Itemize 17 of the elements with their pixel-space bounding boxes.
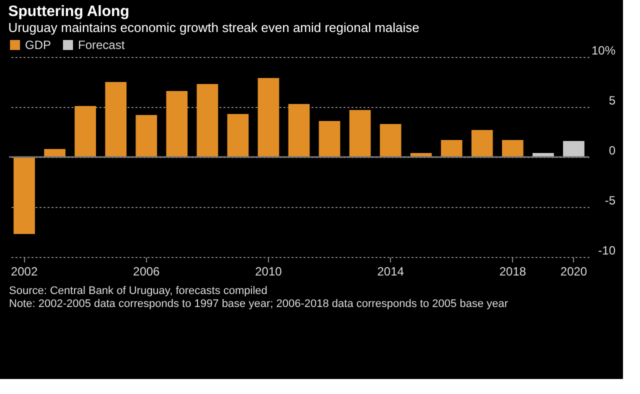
y-tick-label: 0 — [608, 144, 616, 158]
text: Note: 2002-2005 data corresponds to 1997 base year; 2006-2018 data corresponds to 2005 base year — [9, 298, 508, 310]
legend-label: GDP — [25, 38, 52, 52]
x-tick-label: 2018 — [499, 264, 526, 278]
y-tick-label: -10 — [598, 244, 616, 258]
y-tick-label: -5 — [604, 194, 616, 208]
chart-subtitle: Uruguay maintains economic growth streak even amid regional malaise — [8, 20, 420, 35]
x-tick-label: 2020 — [560, 264, 588, 278]
chart-title: Sputtering Along — [8, 3, 130, 20]
y-tick-label: 5 — [608, 94, 616, 108]
x-tick-label: 2014 — [377, 264, 404, 278]
source-note: Source: Central Bank of Uruguay, forecasts compiled — [9, 285, 268, 297]
x-tick-label: 2002 — [10, 264, 38, 278]
x-tick-label: 2006 — [133, 264, 160, 278]
y-tick-label: 10% — [591, 44, 616, 58]
legend-label: Forecast — [78, 38, 126, 52]
x-tick-label: 2010 — [255, 264, 282, 278]
